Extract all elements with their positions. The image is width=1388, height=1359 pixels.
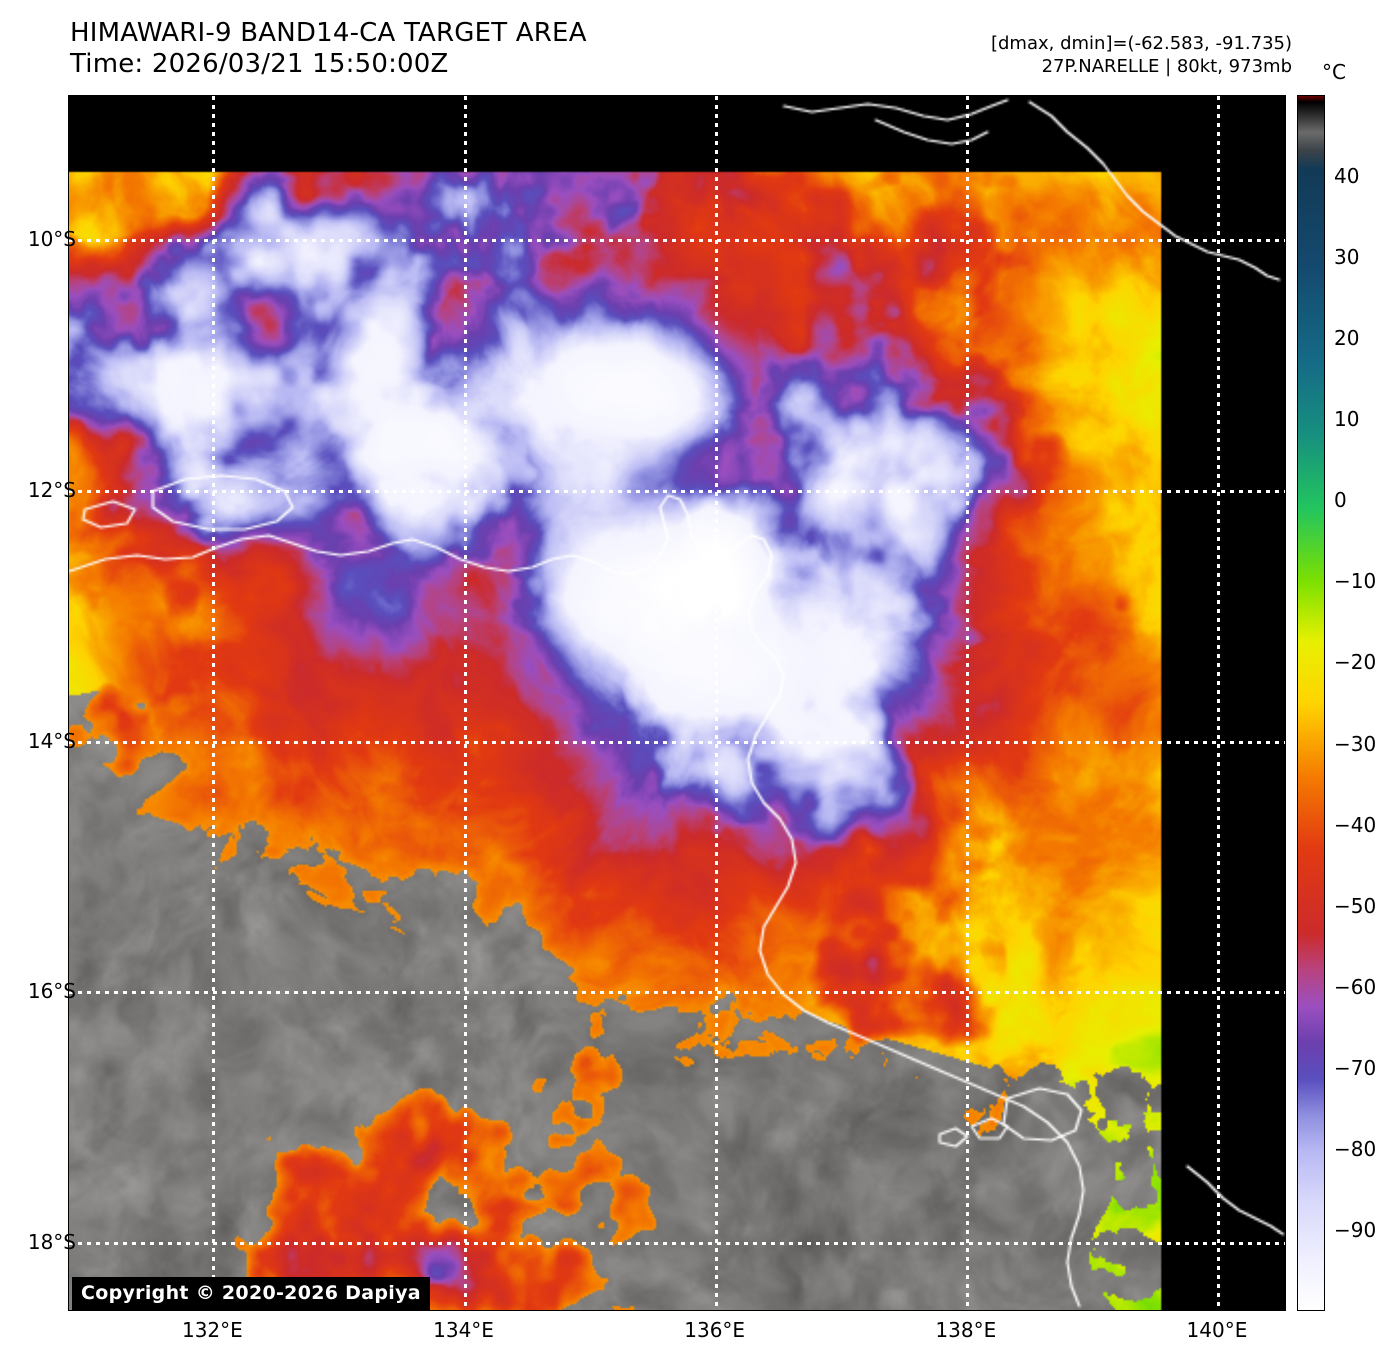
title-block: HIMAWARI-9 BAND14-CA TARGET AREA Time: 2… (70, 18, 587, 80)
storm-info-label: 27P.NARELLE | 80kt, 973mb (1041, 56, 1292, 77)
colorbar-unit-label: °C (1322, 60, 1346, 84)
y-axis-tick-14°S: 14°S (27, 728, 76, 753)
x-axis-tick-132°E: 132°E (181, 1318, 243, 1342)
colorbar-tick-40: 40 (1334, 164, 1360, 189)
x-axis-tick-140°E: 140°E (1186, 1318, 1248, 1342)
colorbar-tick--80: −80 (1334, 1136, 1377, 1161)
ir-brightness-temperature-raster (69, 96, 1285, 1310)
colorbar-tick--10: −10 (1334, 569, 1377, 594)
x-axis-tick-136°E: 136°E (684, 1318, 746, 1342)
y-axis-tick-18°S: 18°S (27, 1230, 76, 1255)
colorbar-tick-20: 20 (1334, 326, 1360, 351)
temperature-colorbar[interactable] (1297, 95, 1325, 1311)
x-axis-tick-138°E: 138°E (935, 1318, 997, 1342)
colorbar-tick-0: 0 (1334, 488, 1347, 513)
colorbar-tick--60: −60 (1334, 974, 1377, 999)
metadata-block: [dmax, dmin]=(-62.583, -91.735) 27P.NARE… (991, 32, 1292, 78)
dmax-dmin-label: [dmax, dmin]=(-62.583, -91.735) (990, 33, 1292, 54)
colorbar-tick--90: −90 (1334, 1217, 1377, 1242)
y-axis-tick-10°S: 10°S (27, 227, 76, 252)
satellite-image-plot[interactable] (68, 95, 1286, 1311)
colorbar-gradient (1298, 96, 1324, 1310)
colorbar-tick-30: 30 (1334, 245, 1360, 270)
copyright-notice: Copyright © 2020-2026 Dapiya (72, 1277, 430, 1310)
timestamp-label: Time: 2026/03/21 15:50:00Z (70, 49, 449, 79)
colorbar-tick--40: −40 (1334, 812, 1377, 837)
page-title: HIMAWARI-9 BAND14-CA TARGET AREA (70, 18, 587, 48)
colorbar-tick--20: −20 (1334, 650, 1377, 675)
colorbar-tick--70: −70 (1334, 1055, 1377, 1080)
colorbar-tick-10: 10 (1334, 407, 1360, 432)
y-axis-tick-12°S: 12°S (27, 477, 76, 502)
colorbar-tick--30: −30 (1334, 731, 1377, 756)
colorbar-tick--50: −50 (1334, 893, 1377, 918)
x-axis-tick-134°E: 134°E (433, 1318, 494, 1342)
y-axis-tick-16°S: 16°S (27, 979, 76, 1004)
